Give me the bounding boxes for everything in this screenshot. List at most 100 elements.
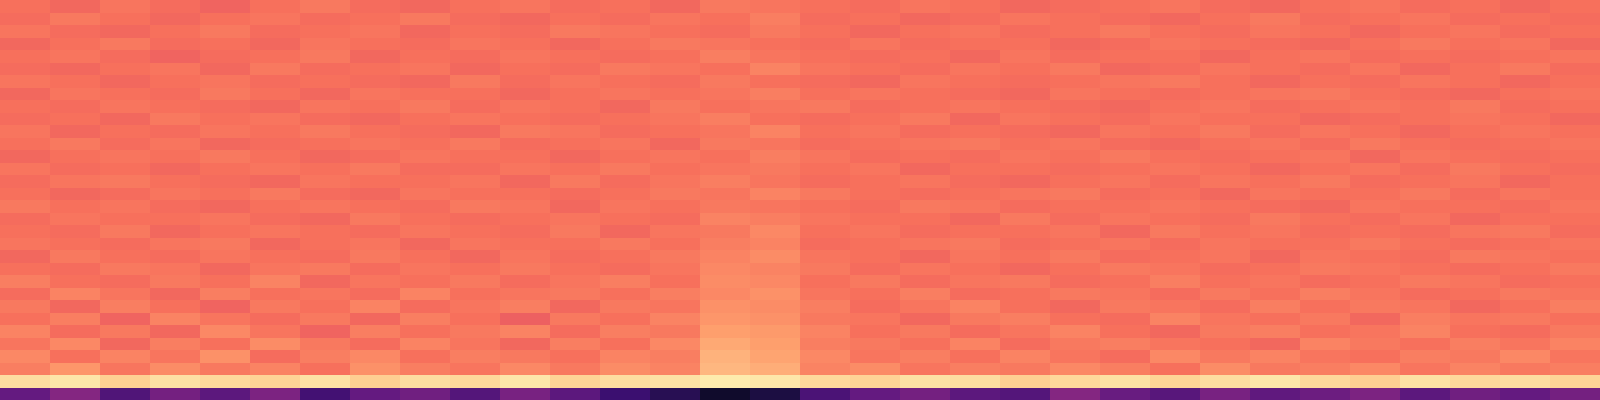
cell: [1100, 88, 1151, 101]
cell: [1550, 88, 1600, 101]
cell: [950, 38, 1001, 51]
cell: [650, 350, 701, 363]
cell: [250, 388, 301, 400]
cell: [1000, 25, 1051, 38]
cell: [0, 375, 51, 388]
cell: [850, 50, 901, 63]
cell: [1250, 100, 1301, 113]
cell: [950, 75, 1001, 88]
cell: [1200, 13, 1251, 26]
cell: [1100, 313, 1151, 326]
cell: [1200, 163, 1251, 176]
cell: [500, 363, 551, 376]
cell: [900, 225, 951, 238]
cell: [500, 263, 551, 276]
cell: [1050, 388, 1101, 400]
cell: [1150, 25, 1201, 38]
cell: [100, 38, 151, 51]
cell: [0, 275, 51, 288]
cell: [250, 363, 301, 376]
cell: [650, 163, 701, 176]
cell: [800, 375, 851, 388]
cell: [300, 75, 351, 88]
cell: [100, 88, 151, 101]
cell: [900, 188, 951, 201]
cell: [450, 225, 501, 238]
cell: [350, 375, 401, 388]
cell: [1050, 350, 1101, 363]
cell: [1300, 138, 1351, 151]
cell: [950, 388, 1001, 400]
cell: [1450, 250, 1501, 263]
cell: [1400, 238, 1451, 251]
cell: [1000, 375, 1051, 388]
cell: [1300, 188, 1351, 201]
cell: [1100, 238, 1151, 251]
cell: [900, 238, 951, 251]
cell: [200, 163, 251, 176]
cell: [450, 213, 501, 226]
cell: [450, 63, 501, 76]
cell: [1550, 63, 1600, 76]
cell: [200, 375, 251, 388]
cell: [600, 38, 651, 51]
cell: [1000, 175, 1051, 188]
cell: [250, 150, 301, 163]
cell: [150, 363, 201, 376]
cell: [750, 188, 801, 201]
cell: [1350, 150, 1401, 163]
cell: [450, 150, 501, 163]
cell: [1150, 125, 1201, 138]
cell: [1450, 225, 1501, 238]
cell: [950, 150, 1001, 163]
cell: [950, 50, 1001, 63]
cell: [50, 288, 101, 301]
cell: [50, 388, 101, 400]
cell: [1350, 175, 1401, 188]
cell: [1000, 75, 1051, 88]
cell: [1400, 313, 1451, 326]
cell: [1500, 38, 1551, 51]
cell: [1150, 163, 1201, 176]
cell: [500, 0, 551, 13]
cell: [800, 338, 851, 351]
cell: [1250, 200, 1301, 213]
cell: [550, 300, 601, 313]
cell: [750, 275, 801, 288]
cell: [850, 263, 901, 276]
cell: [150, 138, 201, 151]
cell: [0, 25, 51, 38]
cell: [550, 225, 601, 238]
cell: [1250, 313, 1301, 326]
cell: [400, 250, 451, 263]
cell: [1050, 275, 1101, 288]
cell: [1250, 88, 1301, 101]
cell: [950, 125, 1001, 138]
cell: [1000, 138, 1051, 151]
cell: [1350, 325, 1401, 338]
cell: [1050, 363, 1101, 376]
cell: [1050, 63, 1101, 76]
cell: [1550, 125, 1600, 138]
cell: [450, 250, 501, 263]
cell: [700, 75, 751, 88]
cell: [1050, 113, 1101, 126]
cell: [350, 88, 401, 101]
cell: [500, 125, 551, 138]
cell: [450, 88, 501, 101]
cell: [650, 363, 701, 376]
cell: [950, 113, 1001, 126]
cell: [1200, 263, 1251, 276]
cell: [650, 63, 701, 76]
cell: [750, 313, 801, 326]
cell: [1450, 275, 1501, 288]
cell: [900, 200, 951, 213]
cell: [200, 113, 251, 126]
cell: [900, 63, 951, 76]
cell: [400, 200, 451, 213]
cell: [150, 38, 201, 51]
cell: [1400, 125, 1451, 138]
cell: [300, 113, 351, 126]
cell: [1400, 163, 1451, 176]
cell: [1350, 275, 1401, 288]
